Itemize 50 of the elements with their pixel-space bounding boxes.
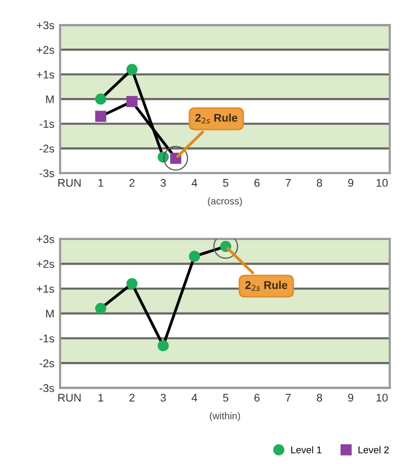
x-tick-label: 2 (129, 394, 134, 402)
y-tick-label: +1s (36, 284, 54, 293)
annotation: 2$_{2s}$ Rule (245, 280, 288, 291)
point (126, 278, 138, 290)
x-tick-label: 4 (192, 394, 198, 402)
x-tick-label: 3 (160, 394, 166, 402)
y-tick-label: +3s (36, 235, 54, 244)
x-tick-label: 5 (223, 394, 228, 402)
y-tick-label: M (46, 95, 54, 104)
y-tick-label: M (46, 310, 54, 318)
y-tick-label: +1s (36, 70, 54, 79)
x-tick-label: 6 (254, 394, 260, 402)
point (126, 96, 138, 108)
x-tick-label: 1 (98, 179, 104, 187)
x-tick-label: 6 (254, 178, 260, 187)
point (95, 302, 106, 314)
x-tick-label: 8 (316, 178, 322, 187)
x-tick-label: 8 (316, 394, 322, 402)
y-tick-label: +2s (36, 260, 54, 268)
x-tick-label: 5 (223, 179, 228, 187)
y-tick-label: -3s (40, 384, 54, 392)
x-tick-label: 10 (376, 394, 388, 402)
x-axis-title: (across) (208, 197, 242, 206)
x-tick-label: 2 (129, 178, 134, 187)
x-tick-label: 10 (376, 178, 388, 187)
x-axis-title: (within) (210, 412, 240, 422)
y-tick-label: -1s (40, 334, 54, 342)
point (95, 110, 106, 122)
x-tick-label: RUN (58, 179, 81, 187)
point (188, 250, 200, 262)
y-tick-label: +3s (36, 21, 54, 30)
x-tick-label: 4 (192, 179, 198, 187)
y-tick-label: +2s (36, 46, 54, 54)
y-tick-label: -1s (40, 120, 54, 128)
point (95, 94, 106, 105)
x-tick-label: 7 (286, 179, 291, 187)
legend-label: Level 2 (358, 446, 389, 454)
y-tick-label: -2s (40, 359, 54, 368)
annotation: 2$_{2s}$ Rule (195, 114, 238, 124)
x-tick-label: 1 (98, 394, 104, 402)
x-tick-label: RUN (58, 394, 81, 402)
legend-label: Level 1 (291, 446, 322, 454)
y-tick-label: -3s (40, 169, 54, 178)
point (126, 64, 138, 76)
y-tick-label: -2s (40, 144, 54, 153)
x-tick-label: 9 (348, 394, 354, 402)
point (158, 340, 169, 352)
x-tick-label: 9 (348, 178, 354, 187)
x-tick-label: 7 (286, 394, 291, 402)
x-tick-label: 3 (160, 178, 166, 187)
